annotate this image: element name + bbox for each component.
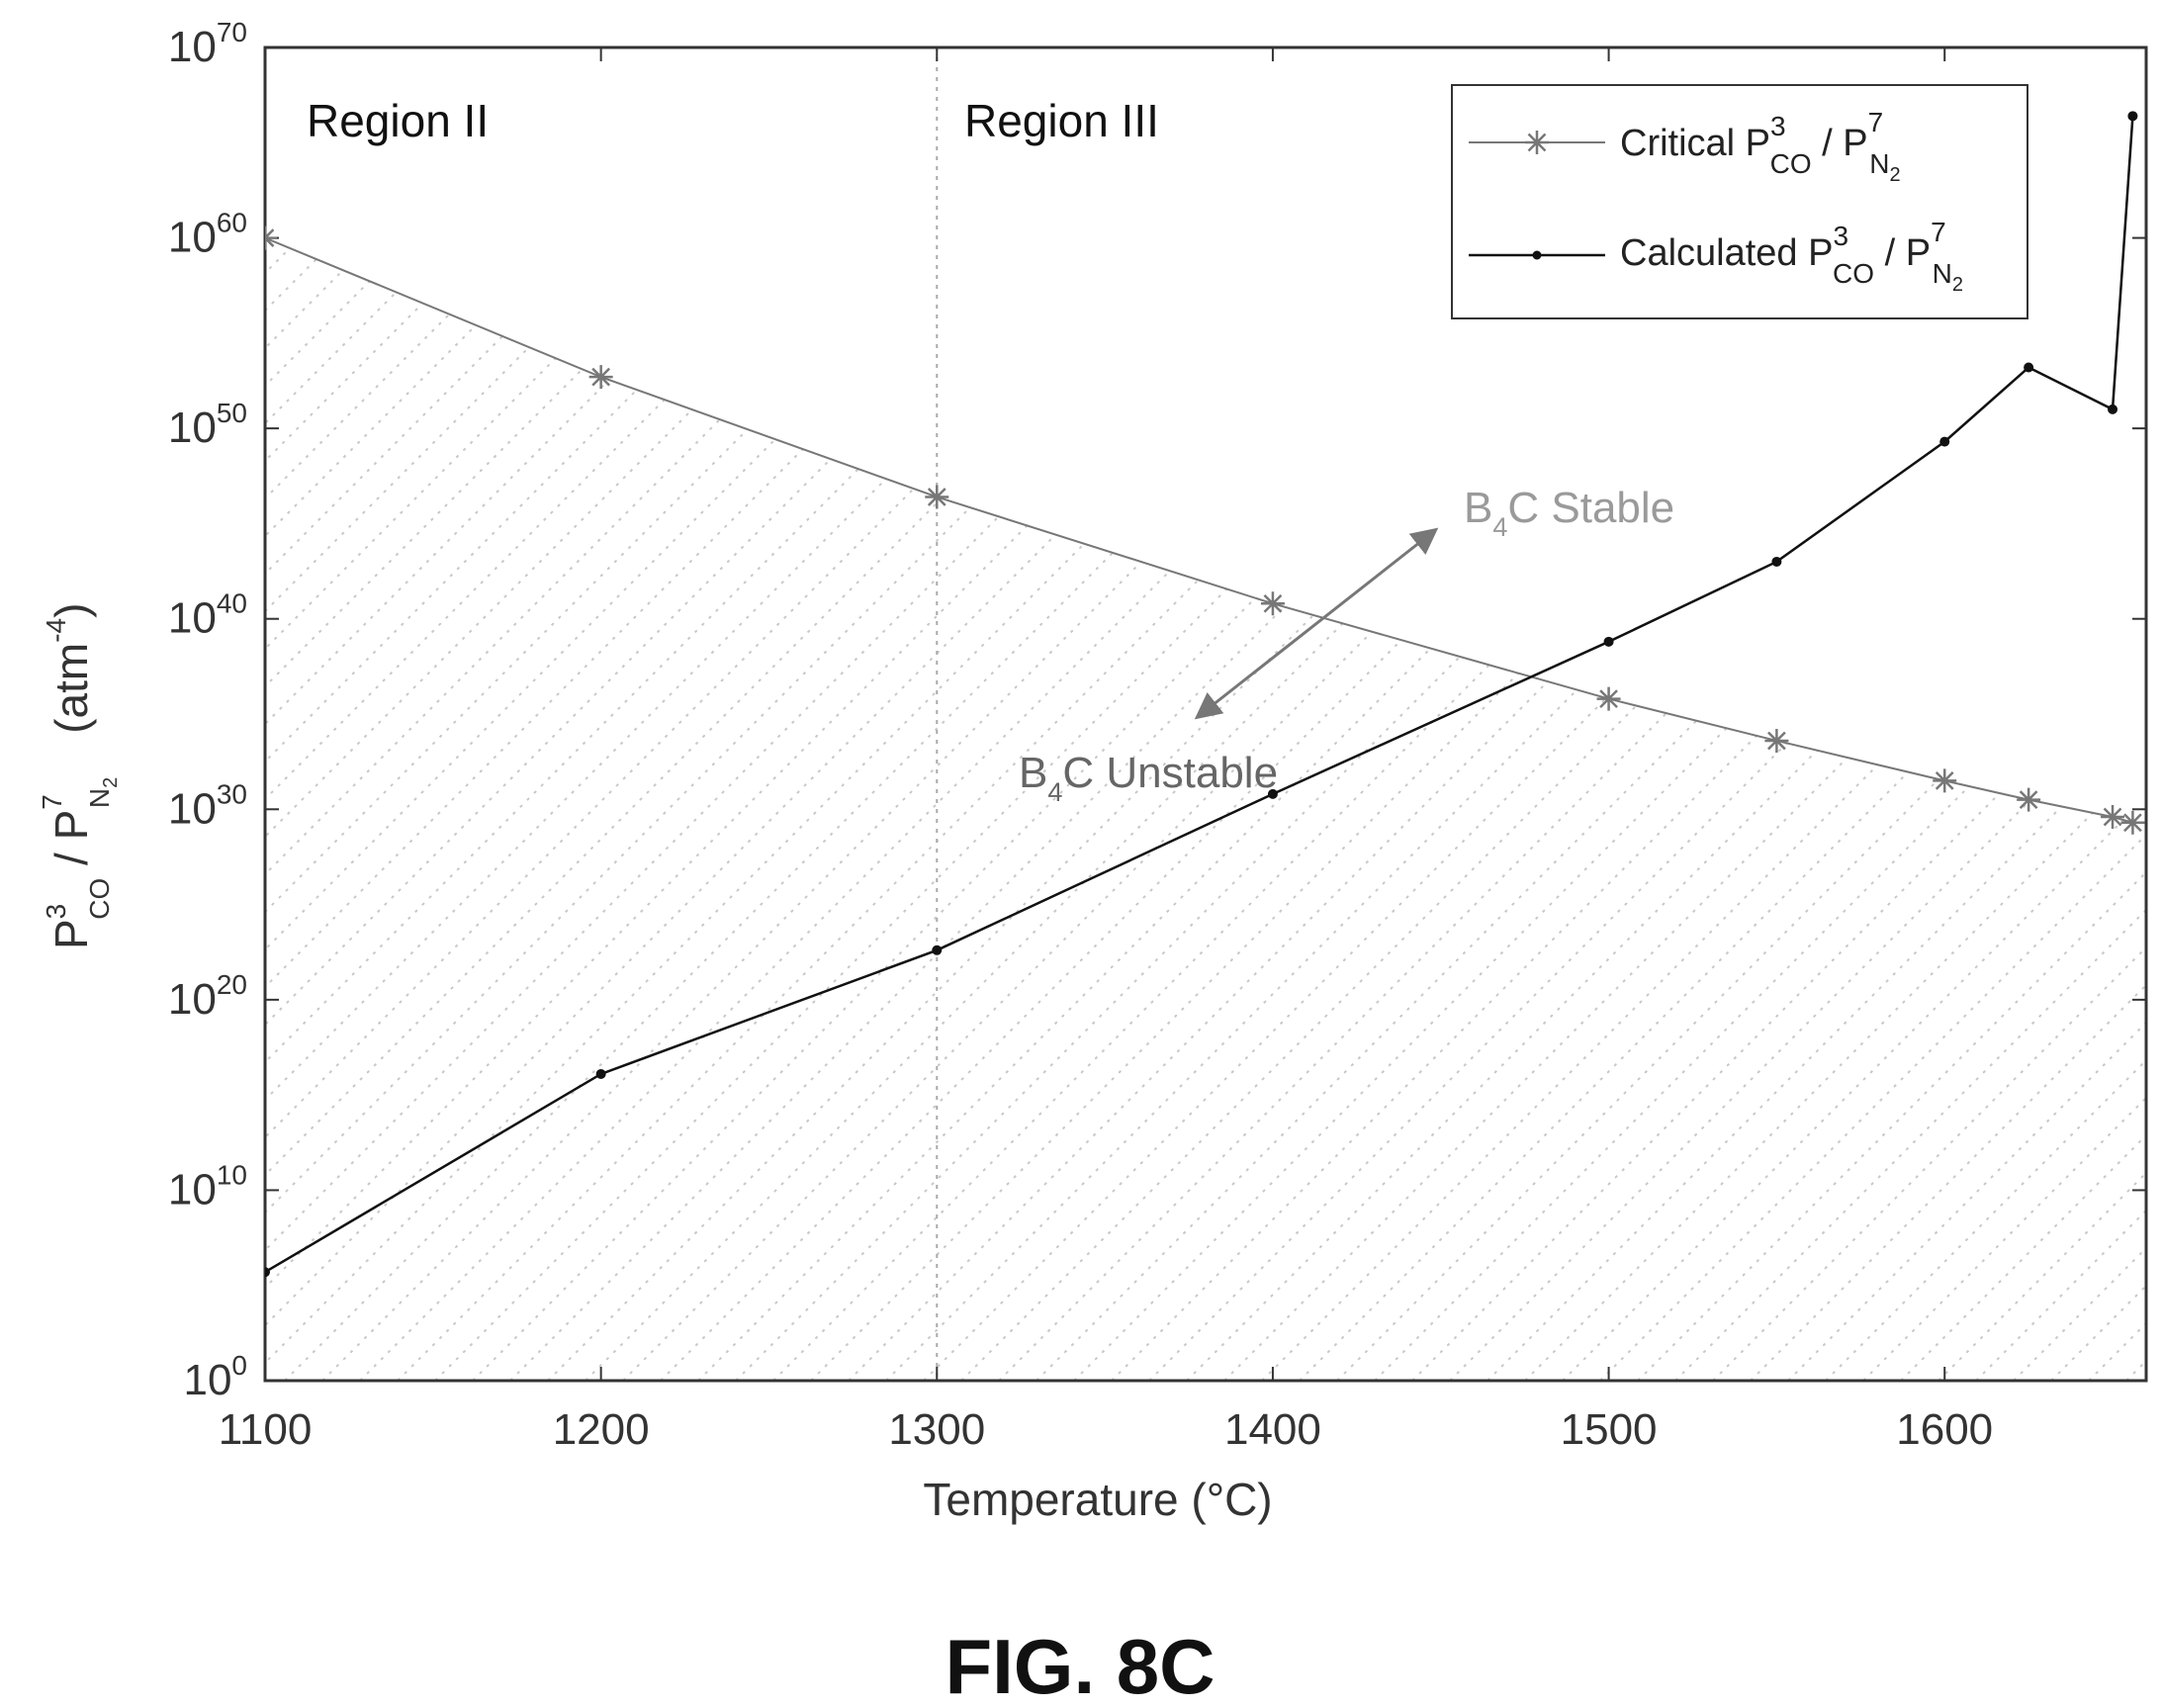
data-point-calculated <box>1939 436 1950 447</box>
data-point-critical <box>2101 804 2125 829</box>
x-tick-label: 1600 <box>1896 1405 1993 1454</box>
b4c-stable-label: B4C Stable <box>1464 484 1674 542</box>
legend: Critical P3 CO / P7 N2 Calculated P3 CO / P… <box>1451 84 2028 319</box>
hatch-line <box>265 237 830 1381</box>
data-point-critical <box>1764 728 1789 753</box>
hatch-line <box>265 237 1469 1381</box>
y-tick-label: 1050 <box>168 398 247 452</box>
data-point-calculated <box>932 944 943 955</box>
data-point-critical <box>1260 591 1285 616</box>
hatch-line <box>265 237 1431 1381</box>
hatch-line <box>265 237 1544 1381</box>
x-axis-ticks: 1100 1200 1300 1400 1500 1600 <box>219 47 1993 1454</box>
hatch-line <box>2088 237 2146 1381</box>
hatch-line <box>265 237 679 1381</box>
legend-calculated-marker <box>1532 250 1542 260</box>
legend-critical-label: Critical P3 CO / P7 N2 <box>1620 107 1901 186</box>
data-point-critical <box>2120 810 2145 835</box>
x-axis-title: Temperature (°C) <box>923 1474 1272 1525</box>
hatch-line <box>265 237 1055 1381</box>
hatch-line <box>265 237 1018 1381</box>
data-point-critical <box>265 225 277 250</box>
legend-asterisk <box>1525 131 1549 154</box>
hatch-line <box>265 237 905 1381</box>
y-tick-label: 100 <box>183 1350 247 1404</box>
y-tick-label: 1030 <box>168 778 247 833</box>
legend-calculated-label: Calculated P3 CO / P7 N2 <box>1620 217 1963 296</box>
hatch-line <box>265 237 1581 1381</box>
x-tick-label: 1100 <box>219 1405 313 1454</box>
y-axis-title: P3 CO / P7 N2(atm-4) <box>37 603 122 949</box>
data-point-calculated <box>2108 404 2118 414</box>
hatch-line <box>265 237 755 1381</box>
x-tick-label: 1400 <box>1224 1405 1321 1454</box>
y-tick-label: 1040 <box>168 588 247 643</box>
data-point-calculated <box>1603 636 1614 647</box>
hatch-line <box>284 237 1619 1381</box>
x-tick-label: 1300 <box>888 1405 985 1454</box>
y-axis-ticks: 100 1010 1020 1030 1040 1050 1060 1070 <box>168 17 2146 1404</box>
data-point-critical <box>588 365 613 390</box>
x-tick-label: 1200 <box>553 1405 650 1454</box>
data-point-calculated <box>2024 362 2034 373</box>
series-layer <box>265 111 2145 1278</box>
hatch-line <box>265 237 792 1381</box>
region-iii-label: Region III <box>964 95 1159 146</box>
series-calculated <box>265 111 2138 1278</box>
hatch-line <box>2125 237 2146 1381</box>
legend-critical-marker <box>1525 131 1549 154</box>
hatch-line <box>265 237 717 1381</box>
hatch-line <box>265 237 867 1381</box>
hatch-line <box>265 237 1394 1381</box>
series-critical <box>265 225 2145 835</box>
hatch-line <box>265 237 1093 1381</box>
data-point-calculated <box>2127 111 2138 122</box>
y-tick-label: 1060 <box>168 208 247 262</box>
hatch-line <box>2013 237 2146 1381</box>
data-point-calculated <box>1771 556 1782 567</box>
legend-box <box>1451 84 2028 319</box>
y-tick-label: 1070 <box>168 17 247 71</box>
data-point-calculated <box>265 1267 270 1278</box>
region-ii-label: Region II <box>307 95 489 146</box>
b4c-unstable-label: B4C Unstable <box>1019 749 1278 807</box>
y-tick-label: 1010 <box>168 1159 247 1214</box>
x-tick-label: 1500 <box>1561 1405 1658 1454</box>
data-point-critical <box>1596 686 1621 711</box>
hatch-line <box>265 237 980 1381</box>
y-tick-label: 1020 <box>168 969 247 1024</box>
data-point-critical <box>925 485 949 509</box>
series-line-calculated <box>265 116 2134 1274</box>
data-point-critical <box>1933 768 1957 793</box>
stability-arrow <box>1194 527 1439 720</box>
figure-label: FIG. 8C <box>945 1623 1215 1708</box>
plot-frame <box>263 45 2148 1383</box>
data-point-calculated <box>595 1068 606 1079</box>
hatch-line <box>265 237 1506 1381</box>
data-point-calculated <box>1267 788 1278 799</box>
data-point-critical <box>2017 787 2041 812</box>
series-line-critical <box>265 236 2133 824</box>
